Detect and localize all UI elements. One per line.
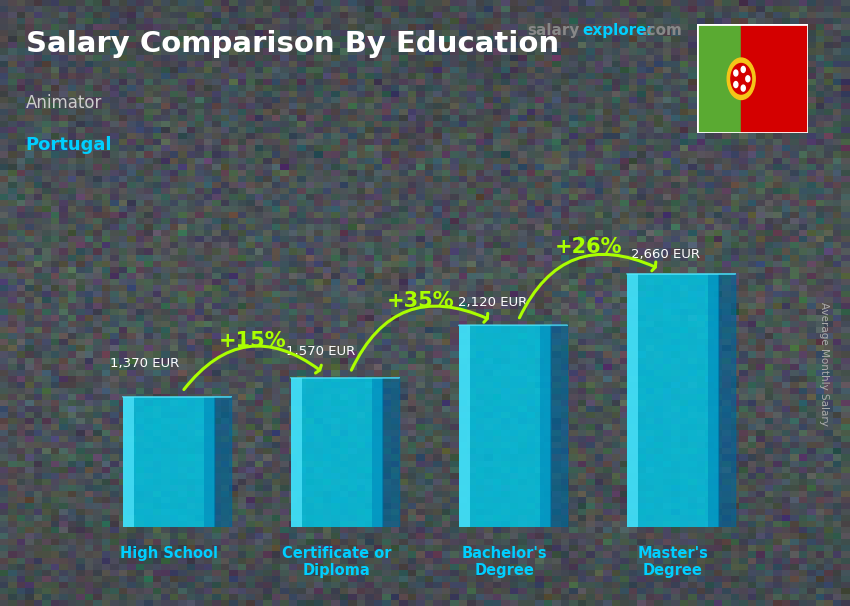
Text: +15%: +15% — [219, 330, 286, 351]
FancyBboxPatch shape — [540, 325, 551, 527]
FancyBboxPatch shape — [291, 378, 302, 527]
FancyBboxPatch shape — [122, 397, 215, 527]
Text: .com: .com — [642, 22, 683, 38]
Polygon shape — [719, 274, 735, 527]
Bar — [697, 24, 741, 133]
Text: salary: salary — [527, 22, 580, 38]
FancyBboxPatch shape — [122, 397, 133, 527]
FancyBboxPatch shape — [371, 378, 383, 527]
Text: +35%: +35% — [387, 290, 455, 311]
Text: +26%: +26% — [555, 237, 622, 258]
FancyBboxPatch shape — [458, 325, 470, 527]
Text: Average Monthly Salary: Average Monthly Salary — [819, 302, 829, 425]
Text: 2,120 EUR: 2,120 EUR — [457, 296, 527, 308]
Text: Salary Comparison By Education: Salary Comparison By Education — [26, 30, 558, 58]
FancyBboxPatch shape — [708, 274, 719, 527]
Circle shape — [728, 58, 755, 99]
Text: 1,370 EUR: 1,370 EUR — [110, 357, 179, 370]
Polygon shape — [551, 325, 568, 527]
Polygon shape — [383, 378, 400, 527]
Circle shape — [734, 70, 738, 76]
Circle shape — [731, 64, 751, 94]
FancyBboxPatch shape — [458, 325, 551, 527]
Circle shape — [741, 67, 745, 73]
Text: 2,660 EUR: 2,660 EUR — [631, 248, 700, 261]
Bar — [741, 24, 808, 133]
Text: Animator: Animator — [26, 94, 102, 112]
FancyBboxPatch shape — [626, 274, 719, 527]
Polygon shape — [215, 397, 231, 527]
FancyBboxPatch shape — [204, 397, 215, 527]
Circle shape — [734, 82, 738, 87]
Text: 1,570 EUR: 1,570 EUR — [286, 345, 355, 358]
Circle shape — [745, 76, 750, 82]
Circle shape — [741, 85, 745, 91]
FancyBboxPatch shape — [291, 378, 383, 527]
Text: Portugal: Portugal — [26, 136, 112, 155]
Text: explorer: explorer — [582, 22, 654, 38]
FancyBboxPatch shape — [626, 274, 638, 527]
